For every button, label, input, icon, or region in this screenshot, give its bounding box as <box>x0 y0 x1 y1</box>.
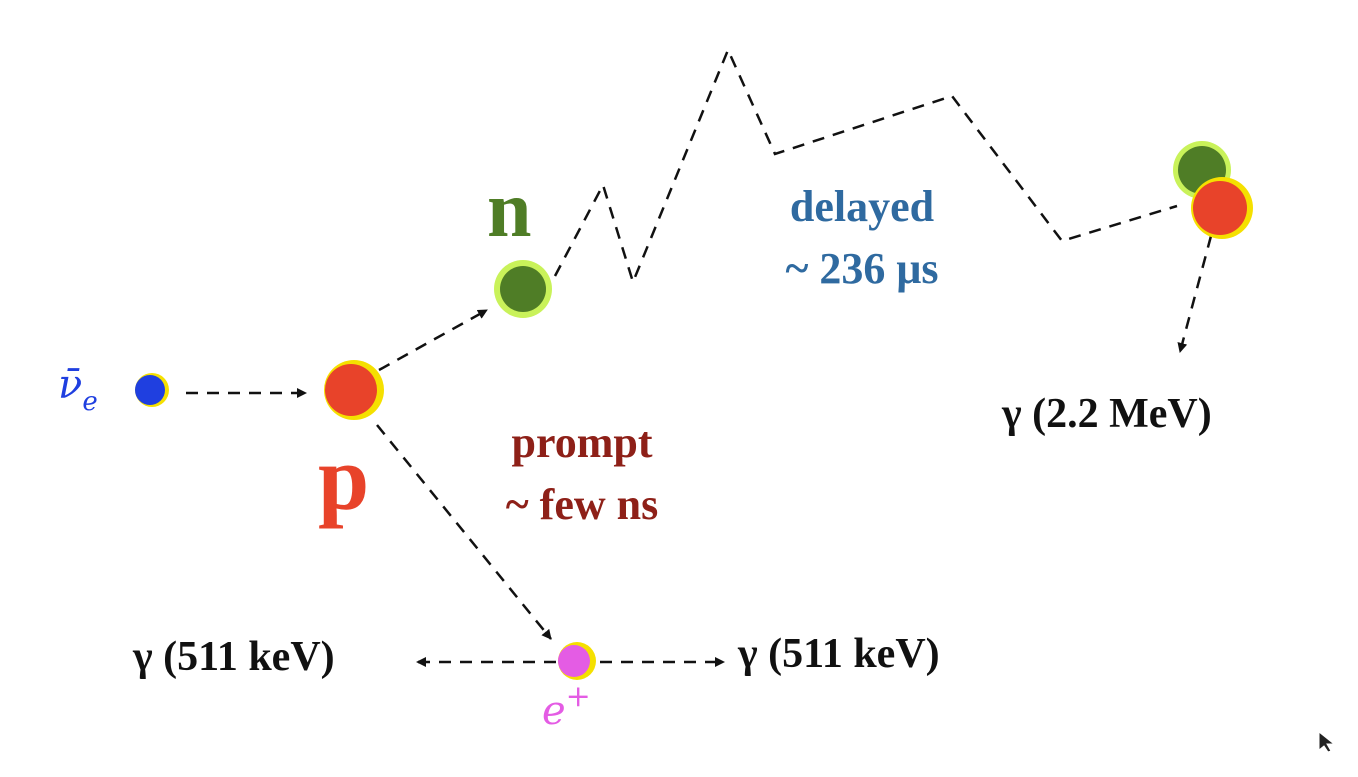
prompt-title: prompt <box>511 418 653 467</box>
neutrino-symbol: ν̄ <box>58 362 83 408</box>
delayed-title: delayed <box>789 182 935 231</box>
positron-label: e+ <box>542 679 591 734</box>
prompt-time: ~ few ns <box>505 480 659 529</box>
neutron-label: n <box>487 166 532 254</box>
cursor-arrow-icon <box>1318 730 1336 753</box>
capture-gamma-label: γ (2.2 MeV) <box>1002 391 1212 437</box>
delayed-time: ~ 236 μs <box>785 244 939 293</box>
neutron-track-arrow <box>378 308 488 372</box>
neutrino-label: ν̄e <box>58 362 98 417</box>
neutron-random-walk <box>553 46 1178 286</box>
positron-particle <box>558 642 596 680</box>
annihilation-gamma-left-label: γ (511 keV) <box>133 634 335 680</box>
positron-superscript: + <box>565 679 591 714</box>
proton-label: p <box>318 427 370 529</box>
prompt-label: prompt ~ few ns <box>462 412 702 536</box>
annihilation-gamma-right-label: γ (511 keV) <box>738 631 940 677</box>
proton-particle <box>324 360 384 420</box>
deuteron-particle <box>1173 141 1253 239</box>
capture-gamma-arrow <box>1177 235 1213 353</box>
positron-track-arrow <box>376 424 552 640</box>
positron-symbol: e <box>542 688 566 734</box>
delayed-label: delayed ~ 236 μs <box>742 176 982 300</box>
neutron-particle <box>494 260 552 318</box>
neutrino-particle <box>135 373 169 407</box>
neutrino-subscript: e <box>82 387 98 417</box>
